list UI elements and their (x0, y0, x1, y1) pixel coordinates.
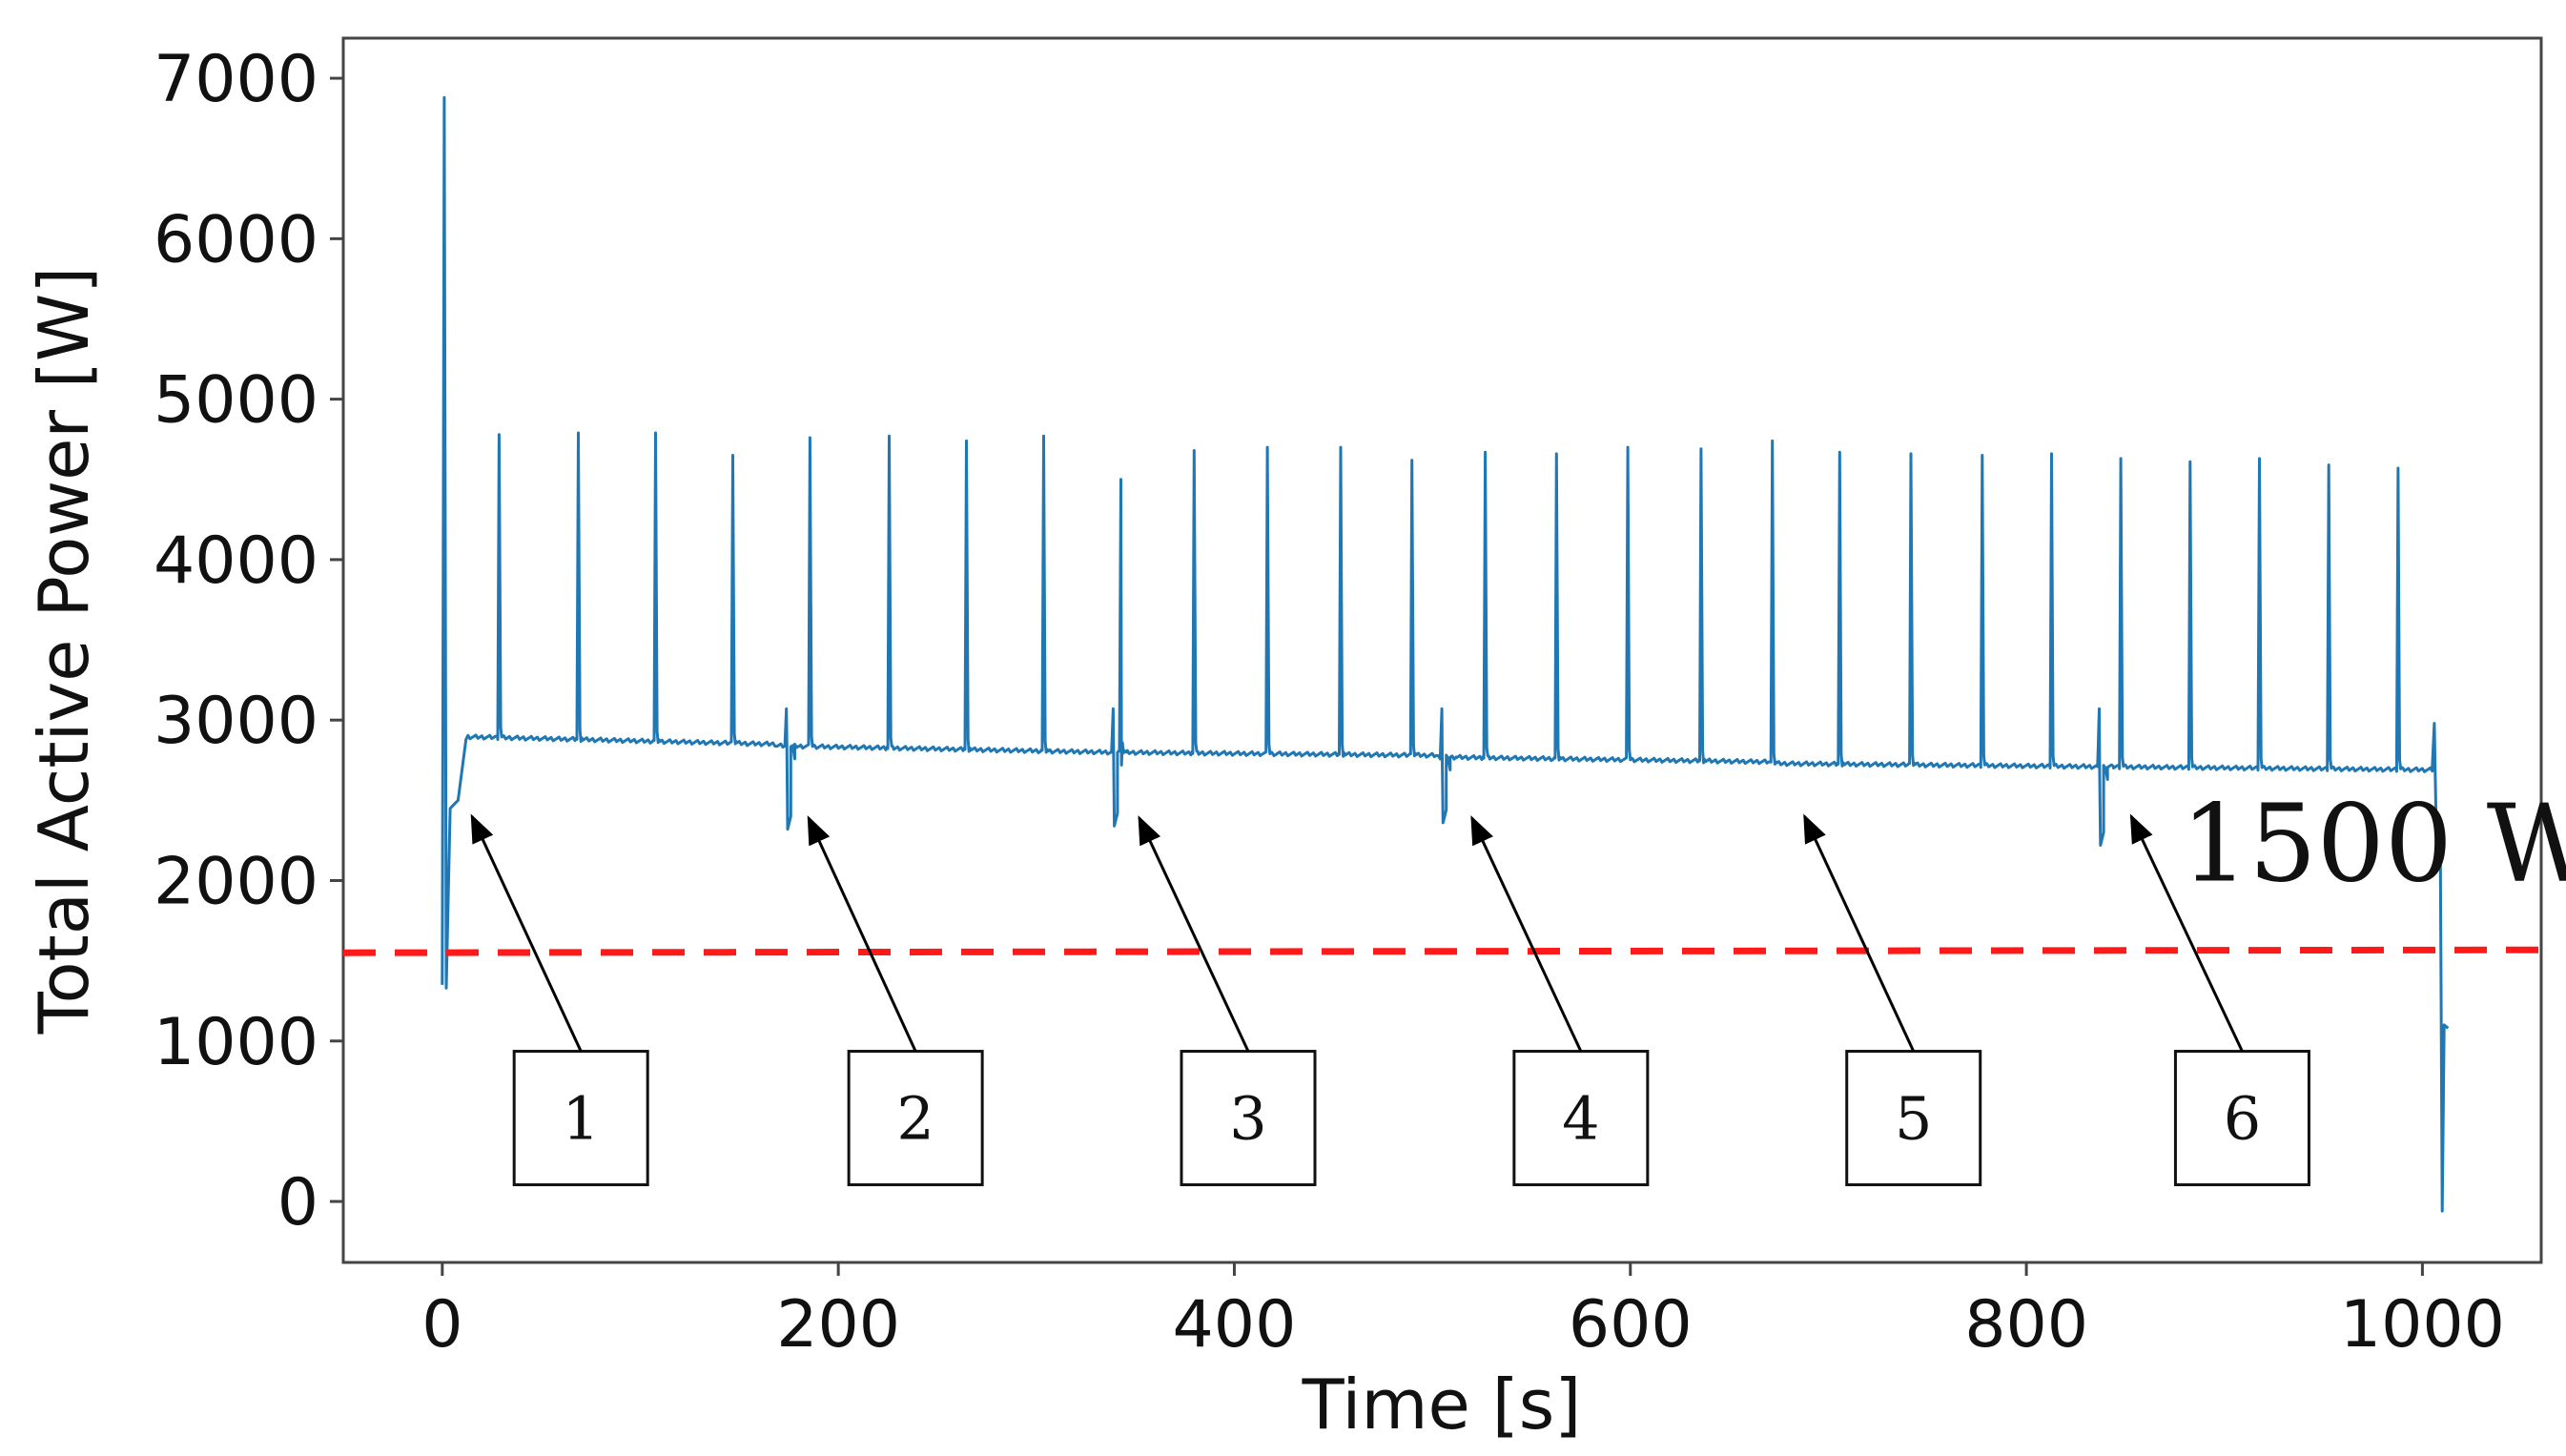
annotation-arrow (1138, 815, 1250, 1053)
x-axis-title: Time [s] (1302, 1364, 1582, 1445)
annotation-5: 5 (1803, 813, 1982, 1187)
annotation-label: 4 (1562, 1084, 1599, 1154)
y-tick-label: 0 (277, 1165, 318, 1241)
y-tick-label: 5000 (154, 363, 318, 439)
y-axis-ticks: 0 1000 2000 3000 4000 5000 6000 7000 (154, 42, 343, 1241)
annotation-arrow (470, 813, 583, 1053)
series-line (441, 95, 2450, 1213)
y-tick-label: 7000 (154, 42, 318, 117)
x-tick-label: 200 (776, 1287, 900, 1363)
annotation-2: 2 (807, 815, 984, 1187)
threshold-label: 1500 W (2181, 782, 2566, 906)
annotation-arrow (1803, 813, 1916, 1053)
annotation-arrow (1470, 815, 1583, 1053)
annotation-4: 4 (1470, 815, 1650, 1187)
y-tick-label: 3000 (154, 684, 318, 759)
annotation-arrow (807, 815, 917, 1053)
x-tick-label: 800 (1964, 1287, 2088, 1363)
x-tick-label: 600 (1569, 1287, 1693, 1363)
y-tick-label: 2000 (154, 844, 318, 919)
plot-body: 1500 W 1 2 3 4 5 6 (342, 95, 2566, 1213)
annotation-box (1845, 1050, 1982, 1187)
annotation-1: 1 (470, 813, 649, 1187)
x-tick-label: 1000 (2340, 1287, 2505, 1363)
annotation-3: 3 (1138, 815, 1317, 1187)
y-tick-label: 1000 (154, 1005, 318, 1080)
plot-frame (341, 36, 2543, 1264)
annotation-arrow (2129, 813, 2244, 1053)
annotation-label: 6 (2224, 1084, 2261, 1154)
annotation-label: 2 (896, 1084, 934, 1154)
y-axis-title: Total Active Power [W] (24, 267, 104, 1036)
x-tick-label: 400 (1173, 1287, 1297, 1363)
annotation-label: 5 (1895, 1084, 1932, 1154)
annotation-6: 6 (2129, 813, 2310, 1187)
y-tick-label: 4000 (154, 523, 318, 599)
annotation-label: 1 (562, 1084, 599, 1154)
annotation-box (2173, 1050, 2310, 1187)
annotation-box (847, 1050, 984, 1187)
x-tick-label: 0 (421, 1287, 462, 1363)
threshold-line (342, 946, 2542, 956)
y-tick-label: 6000 (154, 202, 318, 277)
annotation-box (1512, 1050, 1650, 1187)
x-axis-ticks: 0 200 400 600 800 1000 (421, 1262, 2505, 1363)
annotation-label: 3 (1229, 1084, 1266, 1154)
